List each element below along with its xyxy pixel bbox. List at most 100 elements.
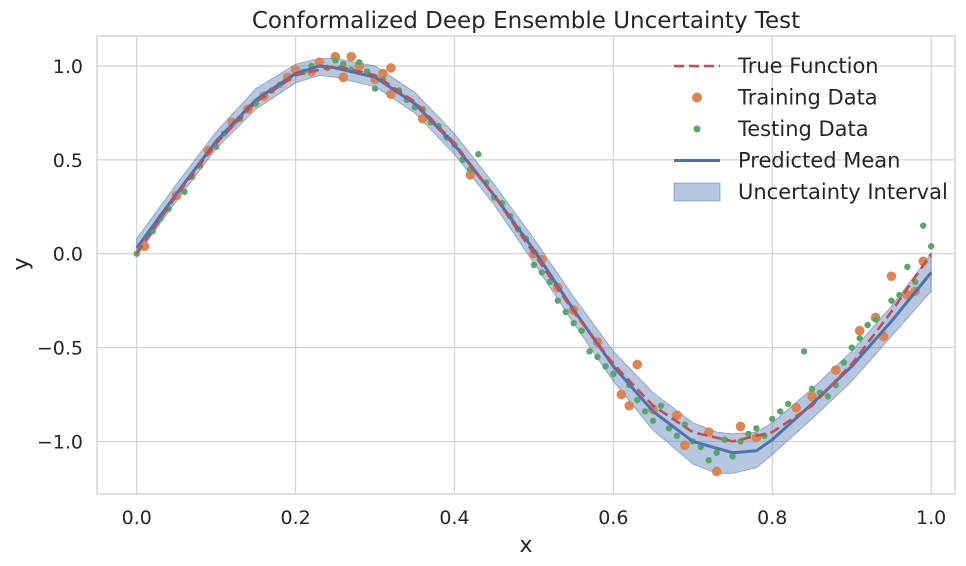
training-point — [735, 421, 746, 432]
true-function-line — [135, 64, 933, 443]
y-tick-label: −1.0 — [37, 431, 83, 453]
testing-point — [745, 430, 752, 438]
testing-point — [705, 457, 712, 464]
chart-title: Conformalized Deep Ensemble Uncertainty … — [252, 8, 800, 34]
training-point — [386, 63, 396, 73]
testing-point — [769, 415, 776, 423]
x-axis-label: x — [519, 533, 532, 558]
legend-label: Training Data — [737, 86, 878, 110]
testing-point — [927, 243, 935, 250]
training-point — [632, 359, 643, 370]
testing-point — [610, 370, 617, 378]
training-point — [139, 241, 150, 252]
training-point — [791, 402, 801, 413]
training-point — [854, 325, 865, 336]
legend-swatch-training — [692, 92, 702, 103]
y-tick-label: −0.5 — [37, 338, 83, 360]
testing-point — [538, 269, 546, 276]
testing-point — [904, 263, 911, 271]
training-point — [616, 389, 627, 400]
training-point — [672, 410, 682, 420]
testing-point — [634, 396, 641, 404]
testing-point — [578, 327, 585, 334]
legend-swatch-testing — [693, 125, 701, 133]
testing-point — [649, 417, 657, 424]
x-tick-label: 1.0 — [916, 507, 946, 529]
testing-point — [562, 308, 569, 316]
legend-item-mean: Predicted Mean — [674, 149, 900, 173]
legend: True Function Training Data Testing Data Pr… — [673, 54, 948, 204]
training-point — [624, 400, 635, 411]
testing-point — [888, 297, 895, 304]
testing-point — [332, 57, 339, 64]
training-point — [831, 365, 841, 375]
x-tick-label: 0.8 — [757, 507, 787, 529]
testing-point — [777, 408, 784, 415]
testing-point — [602, 363, 609, 370]
legend-label: Predicted Mean — [738, 149, 900, 173]
testing-point — [840, 359, 847, 366]
training-point — [338, 72, 349, 83]
training-point — [378, 68, 388, 79]
predicted-mean-line — [135, 64, 933, 455]
y-tick-label: 0.0 — [53, 244, 83, 266]
training-point — [680, 440, 690, 450]
testing-point — [864, 321, 871, 329]
testing-point — [586, 348, 593, 355]
testing-point — [554, 297, 561, 304]
y-tick-label: 1.0 — [53, 56, 83, 78]
x-tick-label: 0.0 — [122, 507, 152, 529]
legend-swatch-uncertainty — [673, 182, 721, 202]
x-tick-label: 0.6 — [598, 507, 628, 529]
testing-points-layer — [133, 57, 935, 464]
testing-point — [824, 393, 832, 400]
testing-point — [713, 449, 720, 456]
testing-point — [800, 348, 808, 355]
testing-point — [856, 335, 863, 342]
legend-label: True Function — [737, 54, 879, 78]
testing-point — [475, 151, 482, 158]
testing-point — [808, 385, 816, 393]
y-axis-label: y — [9, 257, 34, 270]
training-point — [465, 170, 476, 180]
testing-point — [872, 316, 879, 323]
testing-point — [546, 278, 554, 286]
testing-point — [896, 291, 903, 299]
training-point — [386, 89, 396, 99]
training-point — [711, 466, 722, 477]
training-point — [886, 271, 897, 282]
testing-point — [657, 402, 665, 409]
legend-label: Uncertainty Interval — [738, 180, 948, 204]
testing-point — [784, 400, 792, 408]
legend-item-band: Uncertainty Interval — [673, 180, 948, 204]
legend-item-test: Testing Data — [693, 117, 869, 141]
x-tick-label: 0.2 — [281, 507, 311, 529]
y-tick-label: 0.5 — [53, 150, 83, 172]
testing-point — [641, 408, 649, 415]
testing-point — [340, 60, 347, 68]
legend-item-train: Training Data — [692, 86, 878, 110]
plot-frame — [96, 35, 956, 495]
testing-point — [721, 436, 728, 443]
training-point — [314, 57, 325, 68]
lines-layer — [135, 64, 933, 455]
training-point — [807, 391, 817, 402]
testing-point — [371, 85, 379, 92]
testing-point — [570, 319, 577, 327]
legend-label: Testing Data — [737, 117, 869, 141]
testing-point — [848, 344, 855, 351]
training-point — [346, 51, 357, 62]
testing-point — [753, 425, 760, 432]
testing-point — [920, 222, 927, 229]
testing-point — [673, 432, 681, 440]
testing-point — [181, 188, 188, 195]
legend-item-true: True Function — [674, 54, 879, 78]
testing-point — [594, 353, 601, 361]
testing-point — [681, 421, 689, 428]
testing-point — [530, 261, 538, 269]
x-tick-label: 0.4 — [439, 507, 469, 529]
y-ticks: −1.0 −0.5 0.0 0.5 1.0 — [37, 56, 83, 453]
testing-point — [355, 59, 363, 66]
testing-point — [665, 425, 673, 432]
